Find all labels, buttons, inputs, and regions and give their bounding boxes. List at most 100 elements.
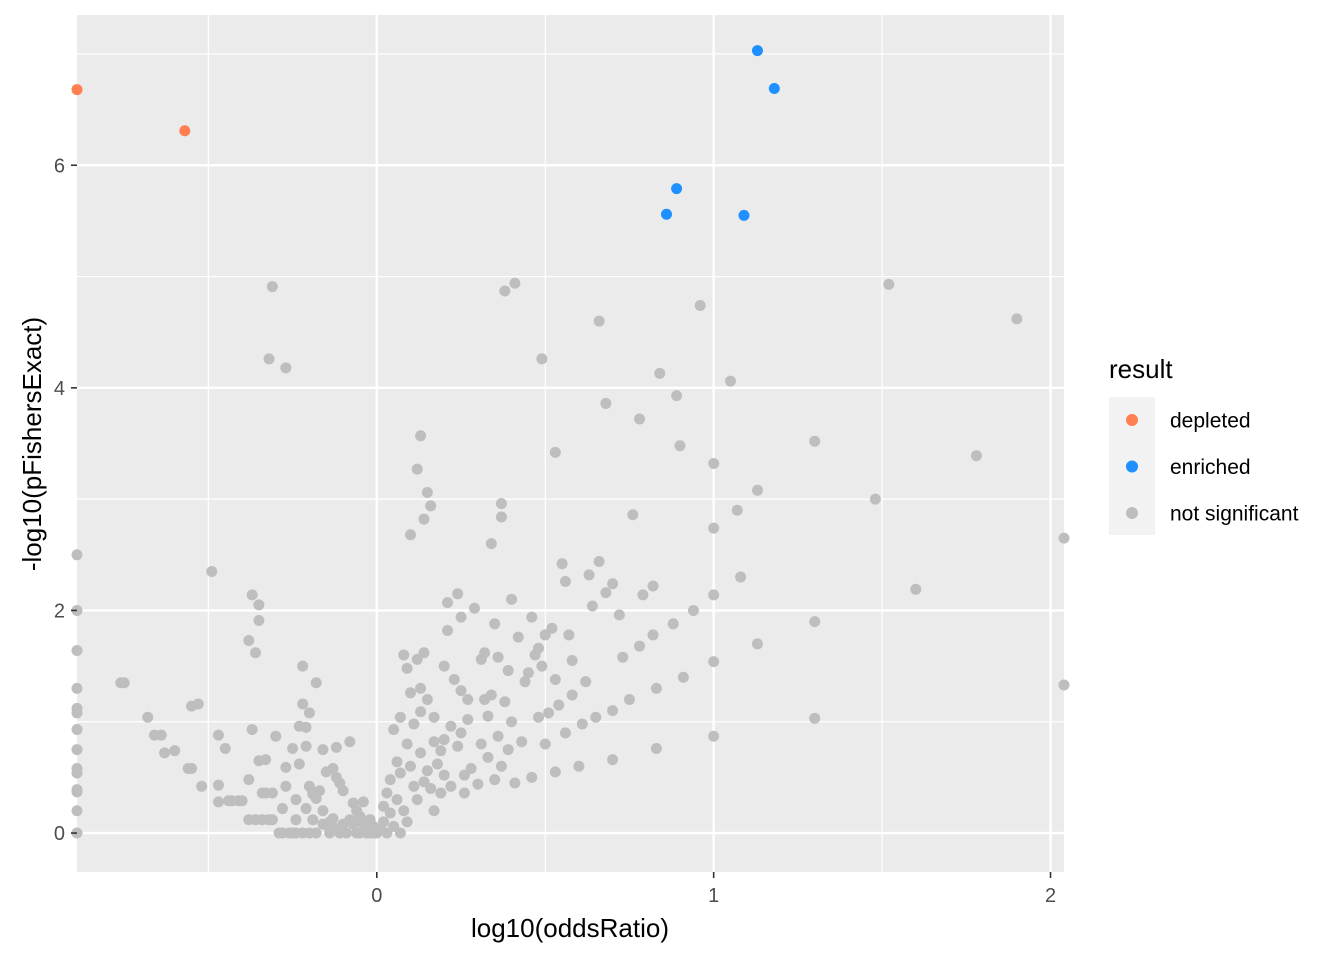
point-not-significant xyxy=(647,580,659,592)
point-not-significant xyxy=(421,765,433,777)
point-not-significant xyxy=(280,362,292,374)
point-not-significant xyxy=(869,493,881,505)
point-not-significant xyxy=(391,756,403,768)
y-tick-label: 4 xyxy=(54,378,65,400)
point-not-significant xyxy=(674,440,686,452)
legend-label: not significant xyxy=(1170,503,1299,526)
point-not-significant xyxy=(243,634,255,646)
point-depleted xyxy=(179,125,191,137)
point-not-significant xyxy=(809,712,821,724)
point-not-significant xyxy=(293,758,305,770)
point-not-significant xyxy=(613,609,625,621)
point-not-significant xyxy=(667,618,679,630)
point-not-significant xyxy=(442,597,454,609)
point-not-significant xyxy=(310,827,322,839)
point-enriched xyxy=(671,183,683,195)
point-not-significant xyxy=(411,653,423,665)
point-not-significant xyxy=(671,390,683,402)
point-not-significant xyxy=(445,720,457,732)
point-enriched xyxy=(768,82,780,94)
point-not-significant xyxy=(71,786,83,798)
point-not-significant xyxy=(725,375,737,387)
point-not-significant xyxy=(71,707,83,719)
legend-key-depleted xyxy=(1126,414,1138,426)
point-not-significant xyxy=(586,600,598,612)
point-not-significant xyxy=(381,827,393,839)
legend-key-enriched xyxy=(1126,460,1138,473)
point-not-significant xyxy=(71,744,83,756)
point-not-significant xyxy=(404,529,416,541)
point-not-significant xyxy=(910,583,922,595)
point-not-significant xyxy=(266,281,278,293)
point-not-significant xyxy=(384,774,396,786)
point-not-significant xyxy=(300,721,312,733)
point-not-significant xyxy=(654,367,666,379)
point-not-significant xyxy=(532,711,544,723)
point-not-significant xyxy=(71,805,83,817)
point-not-significant xyxy=(290,794,302,806)
point-not-significant xyxy=(337,785,349,797)
x-tick-label: 2 xyxy=(1045,885,1056,907)
point-not-significant xyxy=(388,724,400,736)
point-not-significant xyxy=(566,689,578,701)
point-not-significant xyxy=(445,780,457,792)
point-not-significant xyxy=(489,618,501,630)
point-enriched xyxy=(661,208,673,220)
point-not-significant xyxy=(243,774,255,786)
point-not-significant xyxy=(384,807,396,819)
point-not-significant xyxy=(634,640,646,652)
point-not-significant xyxy=(519,676,531,688)
point-not-significant xyxy=(344,736,356,748)
point-not-significant xyxy=(563,629,575,641)
point-not-significant xyxy=(539,629,551,641)
point-not-significant xyxy=(687,604,699,616)
point-not-significant xyxy=(731,504,743,516)
point-not-significant xyxy=(536,660,548,672)
point-not-significant xyxy=(502,744,514,756)
point-not-significant xyxy=(970,450,982,462)
point-not-significant xyxy=(317,744,329,756)
legend-key-not-significant xyxy=(1126,507,1138,519)
point-not-significant xyxy=(495,498,507,510)
point-not-significant xyxy=(297,698,309,710)
point-not-significant xyxy=(307,814,319,826)
point-not-significant xyxy=(492,730,504,742)
point-not-significant xyxy=(566,655,578,667)
point-not-significant xyxy=(559,576,571,588)
point-not-significant xyxy=(492,651,504,663)
x-axis-ticks: 0 1 2 xyxy=(371,872,1056,907)
point-not-significant xyxy=(401,662,413,674)
point-not-significant xyxy=(708,458,720,470)
point-not-significant xyxy=(159,747,171,759)
point-not-significant xyxy=(458,787,470,799)
minor-gridlines xyxy=(77,15,1064,872)
point-not-significant xyxy=(415,706,427,718)
point-not-significant xyxy=(516,736,528,748)
point-not-significant xyxy=(330,741,342,753)
plot-panel xyxy=(77,15,1064,872)
point-not-significant xyxy=(600,397,612,409)
point-not-significant xyxy=(71,767,83,779)
point-not-significant xyxy=(499,696,511,708)
point-not-significant xyxy=(381,787,393,799)
x-tick-label: 0 xyxy=(371,885,382,907)
point-not-significant xyxy=(428,805,440,817)
legend-title: result xyxy=(1109,354,1173,384)
point-not-significant xyxy=(347,818,359,830)
legend-label: depleted xyxy=(1170,410,1251,433)
point-not-significant xyxy=(482,710,494,722)
point-not-significant xyxy=(549,446,561,458)
point-not-significant xyxy=(310,677,322,689)
point-not-significant xyxy=(465,762,477,774)
x-axis-title: log10(oddsRatio) xyxy=(471,913,669,943)
point-not-significant xyxy=(327,813,339,825)
point-not-significant xyxy=(751,484,763,496)
point-not-significant xyxy=(448,673,460,685)
point-not-significant xyxy=(192,698,204,710)
point-not-significant xyxy=(512,631,524,643)
point-not-significant xyxy=(607,754,619,766)
point-not-significant xyxy=(607,578,619,590)
point-not-significant xyxy=(526,771,538,783)
point-not-significant xyxy=(71,645,83,657)
point-not-significant xyxy=(327,762,339,774)
